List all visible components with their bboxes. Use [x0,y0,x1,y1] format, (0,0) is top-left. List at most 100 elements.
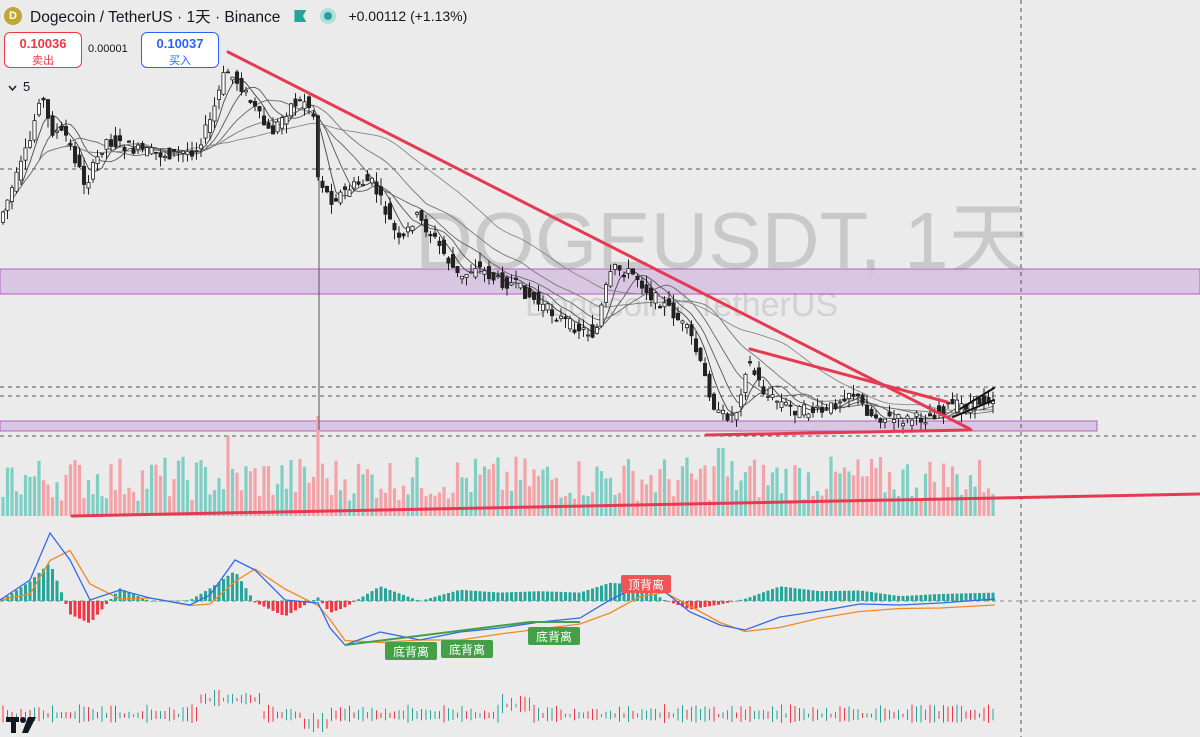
candle [568,315,573,333]
candle [198,138,203,158]
volume-bar [842,467,847,516]
volume-bar [55,482,59,516]
candle [207,112,212,141]
macd-histogram-bar [784,587,788,601]
volume-bar [608,477,613,516]
macd-histogram-bar [969,593,972,601]
pair-title[interactable]: Dogecoin / TetherUS · 1天 · Binance [30,9,281,26]
candle [802,400,807,418]
macd-histogram-bar [775,587,779,601]
macd-histogram-bar [249,595,252,601]
candle [504,275,509,296]
candle [905,413,910,424]
volume-bar [298,458,302,516]
lower-oscillator [2,689,994,733]
sell-button[interactable]: 0.10036 卖出 [4,32,82,68]
volume-bar [982,492,986,516]
volume-bar [365,469,370,516]
candle [631,268,636,276]
macd-histogram-bar [802,589,806,601]
candle [356,176,361,187]
volume-bar [977,459,982,516]
divergence-lines [344,621,580,646]
candle [324,185,329,194]
volume-bar [388,463,392,516]
volume-bar [487,469,491,516]
macd-histogram-bar [415,599,419,601]
macd-histogram-bar [46,564,50,601]
volume-bar [176,460,181,516]
macd-histogram-bar [100,601,104,610]
candle [306,95,311,115]
volume-bar [779,493,784,516]
spread-value: 0.00001 [88,43,128,55]
candle [757,361,762,388]
volume-bar [203,467,208,516]
candle [536,285,541,312]
macd-histogram-bar [924,594,927,601]
macd-histogram-bar [411,598,414,601]
macd-histogram-bar [987,592,990,601]
volume-bar [370,474,374,516]
volume-bar [266,466,271,516]
candle [914,410,919,426]
candle [815,398,820,413]
volume-bar [923,473,928,516]
volume-bar [311,476,316,516]
macd-histogram-bar [541,591,545,601]
market-status-icon [320,8,337,24]
buy-label: 买入 [169,55,191,67]
candle [712,392,717,411]
macd-histogram-bar [609,582,612,601]
candle [374,172,379,203]
macd-histogram-bar [496,592,500,601]
tradingview-logo-icon[interactable] [6,713,40,735]
macd-histogram-bar [262,601,266,607]
flag-icon[interactable] [294,10,307,22]
macd-histogram-bar [469,590,473,601]
macd-histogram-bar [186,600,189,601]
macd-histogram-bar [330,601,333,613]
candle [127,140,132,143]
candle [838,399,843,413]
candle [212,97,217,129]
indicator-toggle[interactable]: 5 [8,79,30,94]
candle [297,96,302,102]
volume-bar [550,479,554,516]
divergence-label-2: 底背离 [441,640,493,658]
volume-bar [631,471,635,516]
volume-bar [262,466,266,516]
macd-histogram-bar [955,593,959,601]
candle [595,323,600,335]
macd-histogram-bar [640,586,644,601]
macd-histogram-bar [465,590,468,601]
volume-bar [338,490,343,516]
volume-bar [604,478,608,516]
macd-histogram-bar [429,598,432,601]
macd-histogram-bar [856,590,860,601]
volume-bar [356,463,361,516]
candle [180,149,185,163]
candle [550,303,555,324]
volume-bar [14,491,19,516]
volume-bar [473,458,478,516]
macd-histogram-bar [510,592,513,601]
volume-bar [100,496,104,516]
chevron-down-icon [8,79,17,94]
volume-bar [293,492,298,516]
macd-histogram-bar [789,587,792,601]
volume-bar [190,500,194,516]
macd-histogram-bar [865,591,869,601]
candle [829,402,834,416]
buy-button[interactable]: 0.10037 买入 [141,32,219,68]
candle [878,417,883,429]
candle [716,401,721,414]
candle [104,138,109,160]
macd-histogram-bar [442,594,446,601]
candle [252,97,257,112]
candle [234,69,239,91]
volume-bar [635,500,640,516]
macd-histogram-bar [28,581,32,601]
macd-histogram-bar [258,601,261,605]
